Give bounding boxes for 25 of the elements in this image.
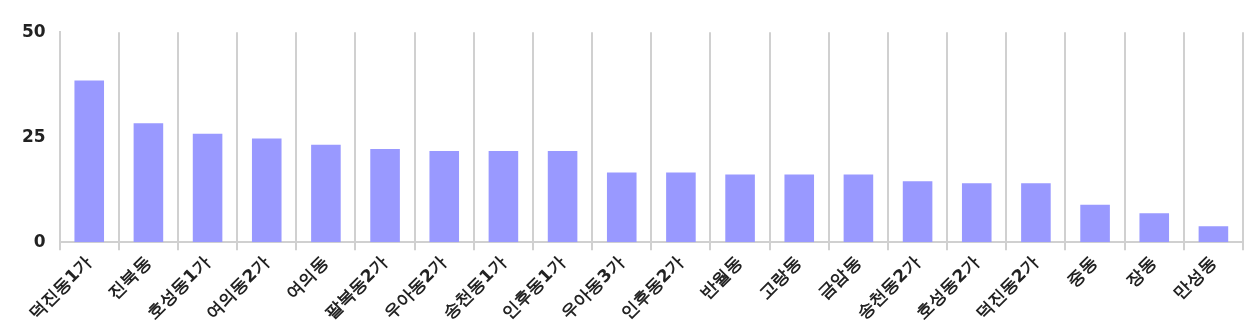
- y-tick-label: 0: [33, 230, 46, 251]
- bar: [488, 151, 519, 243]
- bar: [251, 138, 282, 243]
- x-tick-label: 중동: [1062, 252, 1102, 291]
- bar: [192, 133, 223, 243]
- y-tick-label: 25: [21, 125, 46, 146]
- bar: [1198, 226, 1229, 243]
- bar: [606, 172, 637, 243]
- bar: [370, 148, 400, 243]
- bar: [725, 174, 755, 243]
- bar: [1139, 213, 1170, 243]
- bar: [961, 183, 992, 243]
- y-tick-label: 50: [21, 20, 46, 41]
- bar: [1021, 183, 1051, 243]
- x-tick-label: 장동: [1122, 252, 1161, 291]
- bar: [1080, 204, 1110, 243]
- bar: [784, 174, 815, 243]
- bar: [666, 172, 696, 243]
- bar: [902, 181, 933, 243]
- bar: [843, 174, 874, 243]
- bar: [74, 80, 105, 243]
- bar: [133, 123, 164, 243]
- bar: [547, 151, 578, 243]
- bar: [429, 151, 460, 243]
- bar: [311, 144, 341, 243]
